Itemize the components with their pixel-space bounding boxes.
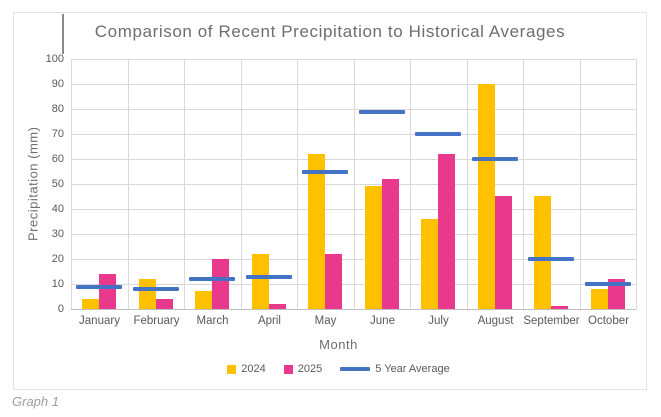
avg-line-october: [585, 282, 631, 286]
y-tick-label: 80: [51, 103, 64, 115]
legend: 2024 2025 5 Year Average: [71, 363, 606, 375]
bar-2024-march: [195, 291, 212, 309]
x-tick-label: September: [523, 315, 580, 327]
avg-line-march: [189, 277, 235, 281]
gridline-h: [71, 134, 636, 135]
bar-2025-june: [382, 179, 399, 309]
legend-label: 5 Year Average: [375, 363, 450, 375]
y-tick-label: 50: [51, 178, 64, 190]
gridline-h: [71, 184, 636, 185]
gridline-v: [71, 59, 72, 309]
x-tick-label: August: [477, 315, 514, 327]
legend-line-swatch: [340, 367, 371, 371]
gridline-v: [410, 59, 411, 309]
x-axis-title: Month: [319, 337, 358, 352]
bar-2024-april: [252, 254, 269, 309]
plot-area: [71, 59, 637, 310]
gridline-h: [71, 234, 636, 235]
gridline-v: [467, 59, 468, 309]
avg-line-january: [76, 285, 122, 289]
x-tick-label: October: [588, 315, 629, 327]
bar-2024-september: [534, 196, 551, 309]
gridline-h: [71, 84, 636, 85]
avg-line-september: [528, 257, 574, 261]
y-tick-label: 100: [45, 53, 64, 65]
y-tick-label: 60: [51, 153, 64, 165]
x-tick-label: January: [79, 315, 120, 327]
y-tick-label: 0: [57, 303, 64, 315]
y-tick-label: 30: [51, 228, 64, 240]
bar-2025-july: [438, 154, 455, 309]
legend-label: 2024: [241, 363, 266, 375]
bar-2025-april: [269, 304, 286, 309]
avg-line-july: [415, 132, 461, 136]
legend-item-5-year-average: 5 Year Average: [340, 363, 450, 375]
gridline-h: [71, 109, 636, 110]
legend-item-2025: 2025: [283, 363, 323, 375]
bar-2024-may: [308, 154, 325, 309]
avg-line-february: [133, 287, 179, 291]
gridline-v: [523, 59, 524, 309]
bar-2025-august: [495, 196, 512, 309]
gridline-v: [184, 59, 185, 309]
gridline-h: [71, 59, 636, 60]
gridline-v: [241, 59, 242, 309]
bar-2025-october: [608, 279, 625, 309]
x-tick-label: April: [257, 315, 281, 327]
x-tick-label: June: [370, 315, 395, 327]
bar-2024-october: [591, 289, 608, 309]
x-tick-label: May: [314, 315, 337, 327]
bar-2024-august: [478, 84, 495, 309]
y-tick-label: 10: [51, 278, 64, 290]
x-tick-label: March: [196, 315, 229, 327]
avg-line-august: [472, 157, 518, 161]
bar-2024-january: [82, 299, 99, 309]
x-axis-line: [71, 309, 636, 310]
gridline-v: [636, 59, 637, 309]
x-axis-tick-labels: January February March April May June July Augu…: [71, 315, 636, 331]
bar-2024-june: [365, 186, 382, 309]
y-tick-label: 90: [51, 78, 64, 90]
avg-line-june: [359, 110, 405, 114]
legend-square-swatch: [283, 364, 293, 374]
bar-2025-september: [551, 306, 568, 309]
gridline-h: [71, 209, 636, 210]
bar-2024-july: [421, 219, 438, 309]
y-tick-label: 20: [51, 253, 64, 265]
y-axis-tick-labels: 0 10 20 30 40 50 60 70 80 90 100: [34, 53, 64, 315]
chart-title: Comparison of Recent Precipitation to Hi…: [94, 22, 566, 41]
gridline-v: [354, 59, 355, 309]
legend-label: 2025: [297, 363, 323, 375]
chart-card: Comparison of Recent Precipitation to Hi…: [13, 12, 647, 390]
gridline-v: [128, 59, 129, 309]
bar-2025-may: [325, 254, 342, 309]
legend-item-2024: 2024: [227, 363, 266, 375]
y-tick-label: 70: [51, 128, 64, 140]
gridline-h: [71, 259, 636, 260]
legend-square-swatch: [227, 364, 237, 374]
gridline-h: [71, 284, 636, 285]
bar-2025-march: [212, 259, 229, 309]
graph-caption: Graph 1: [12, 394, 59, 409]
y-tick-label: 40: [51, 203, 64, 215]
gridline-v: [580, 59, 581, 309]
bar-2024-february: [139, 279, 156, 309]
avg-line-may: [302, 170, 348, 174]
x-tick-label: February: [133, 315, 180, 327]
x-tick-label: July: [428, 315, 449, 327]
avg-line-april: [246, 275, 292, 279]
bar-2025-february: [156, 299, 173, 309]
gridline-h: [71, 159, 636, 160]
vertical-rule: [62, 14, 64, 54]
gridline-v: [297, 59, 298, 309]
bar-2025-january: [99, 274, 116, 309]
